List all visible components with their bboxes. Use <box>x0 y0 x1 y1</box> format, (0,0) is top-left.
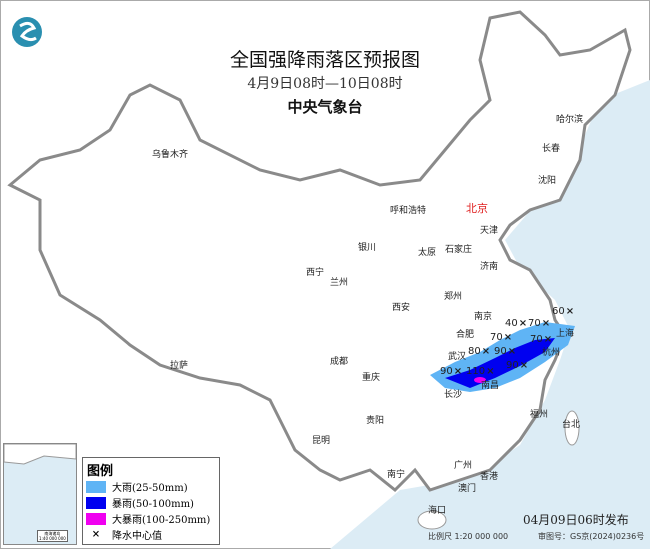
city-label: 银川 <box>358 243 377 253</box>
city-label: 海口 <box>428 506 447 516</box>
rain-center-cross-icon: × <box>565 306 575 317</box>
south-china-sea-inset: 南海诸岛 1:40 000 000 <box>3 443 77 545</box>
rain-center: 70 × <box>490 332 512 344</box>
review-number: 审图号：GS京(2024)0236号 <box>538 532 645 541</box>
rain-center-value: 90 <box>440 366 453 377</box>
map-scale: 比例尺 1:20 000 000 <box>428 532 509 541</box>
city-label: 南京 <box>474 312 493 322</box>
cma-logo-icon <box>12 17 42 47</box>
rain-center-cross-icon: × <box>541 318 551 329</box>
rain-center-cross-icon: × <box>481 346 491 357</box>
cross-icon: × <box>91 528 101 540</box>
city-label: 上海 <box>556 329 575 339</box>
rain-center-value: 70 <box>528 318 541 329</box>
severe-rainstorm-area <box>474 377 486 383</box>
city-label: 兰州 <box>330 278 349 288</box>
city-label: 福州 <box>530 410 549 420</box>
city-label: 西宁 <box>306 268 325 278</box>
issuer: 中央气象台 <box>287 98 363 116</box>
city-label: 长春 <box>542 144 561 154</box>
rain-center-value: 60 <box>552 306 565 317</box>
rain-center-cross-icon: × <box>503 332 513 343</box>
rain-center-cross-icon: × <box>519 360 529 371</box>
legend-label: 大雨(25-50mm) <box>112 483 188 494</box>
city-label: 太原 <box>418 248 437 258</box>
rain-center: 90 × <box>494 346 516 358</box>
inset-scale-value: 1:40 000 000 <box>39 536 66 541</box>
rain-center: 110 × <box>466 366 494 378</box>
legend-item-severe-rainstorm: 大暴雨(100-250mm) <box>86 512 211 526</box>
rain-center: 60 × <box>552 306 574 318</box>
rain-center-value: 70 <box>530 334 543 345</box>
city-label: 重庆 <box>362 373 381 383</box>
rain-center: 70 × <box>528 318 550 330</box>
rain-center-value: 80 <box>468 346 481 357</box>
city-label: 石家庄 <box>445 245 473 255</box>
city-label: 杭州 <box>542 348 561 358</box>
city-label: 台北 <box>562 420 581 430</box>
city-label: 济南 <box>480 262 499 272</box>
city-label: 武汉 <box>448 352 467 362</box>
city-label: 拉萨 <box>170 361 189 371</box>
city-label: 长沙 <box>444 390 463 400</box>
city-label: 香港 <box>480 472 499 482</box>
rain-center: 90 × <box>440 366 462 378</box>
rain-center-value: 70 <box>490 332 503 343</box>
hainan <box>417 510 447 530</box>
city-label: 北京 <box>466 202 488 215</box>
legend-label: 大暴雨(100-250mm) <box>112 515 211 526</box>
city-label: 合肥 <box>456 330 475 340</box>
rain-center-value: 40 <box>505 318 518 329</box>
legend-title: 图例 <box>87 464 114 479</box>
rain-center-cross-icon: × <box>507 346 517 357</box>
swatch-magenta <box>86 512 106 525</box>
rain-center: 40 × <box>505 318 527 330</box>
inset-title: 南海诸岛 <box>44 531 61 536</box>
city-label: 哈尔滨 <box>556 115 584 125</box>
rain-center-value: 90 <box>494 346 507 357</box>
swatch-blue <box>86 496 106 509</box>
city-label: 昆明 <box>312 436 331 446</box>
forecast-period: 4月9日08时—10日08时 <box>247 76 403 92</box>
city-label: 天津 <box>480 226 499 236</box>
issue-time: 04月09日06时发布 <box>523 513 629 527</box>
legend-item-rainstorm: 暴雨(50-100mm) <box>86 496 194 510</box>
rain-center-value: 90 <box>506 360 519 371</box>
city-label: 乌鲁木齐 <box>152 150 189 160</box>
city-label: 贵阳 <box>366 416 385 426</box>
inset-scale: 南海诸岛 1:40 000 000 <box>37 530 68 542</box>
legend-item-center: × 降水中心值 <box>86 528 162 543</box>
city-label: 广州 <box>454 461 473 471</box>
rain-center-cross-icon: × <box>453 366 463 377</box>
city-label: 西安 <box>392 303 411 313</box>
city-label: 成都 <box>330 357 349 367</box>
rain-center-cross-icon: × <box>486 366 495 377</box>
city-label: 沈阳 <box>538 176 557 186</box>
map-title: 全国强降雨落区预报图 <box>229 49 420 71</box>
city-label: 澳门 <box>458 484 477 494</box>
rain-center: 80 × <box>468 346 490 358</box>
legend-label: 降水中心值 <box>112 531 162 542</box>
rain-center-cross-icon: × <box>543 334 553 345</box>
legend: 图例 大雨(25-50mm) 暴雨(50-100mm) 大暴雨(100-250m… <box>82 457 220 545</box>
legend-label: 暴雨(50-100mm) <box>112 499 194 510</box>
city-label: 南昌 <box>481 381 500 391</box>
city-label: 郑州 <box>444 292 463 302</box>
swatch-light-blue <box>86 480 106 493</box>
rain-center: 90 × <box>506 360 528 372</box>
rain-center-cross-icon: × <box>518 318 528 329</box>
taiwan <box>564 410 580 446</box>
city-label: 呼和浩特 <box>390 206 427 216</box>
legend-item-heavy-rain: 大雨(25-50mm) <box>86 480 188 494</box>
rainstorm-area <box>445 338 555 388</box>
rain-center-value: 110 <box>466 366 486 377</box>
city-label: 南宁 <box>387 470 406 480</box>
rain-center: 70 × <box>530 334 552 346</box>
